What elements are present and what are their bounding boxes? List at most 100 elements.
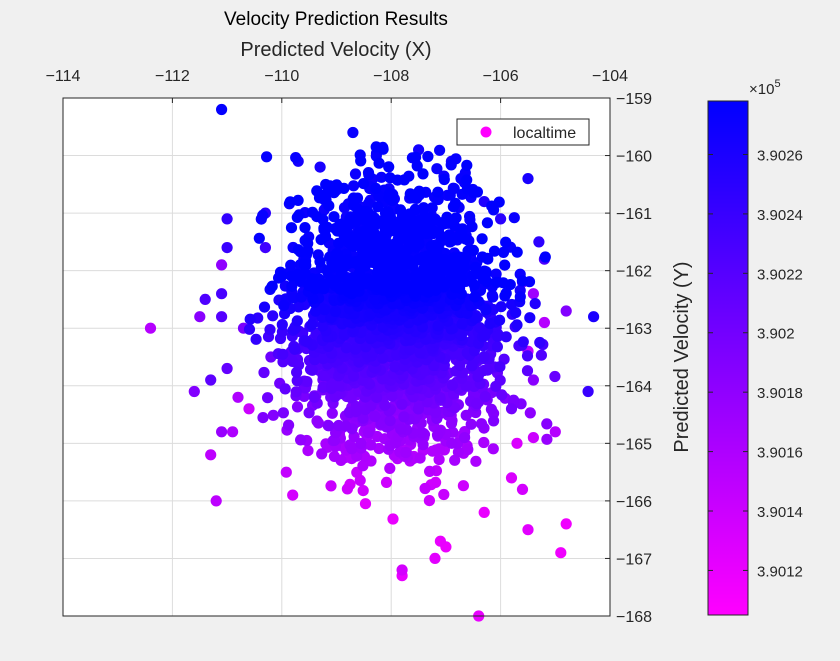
scatter-point bbox=[365, 333, 377, 345]
scatter-point bbox=[365, 400, 377, 412]
scatter-point bbox=[205, 449, 217, 461]
scatter-point bbox=[144, 322, 157, 334]
scatter-point bbox=[384, 415, 396, 427]
scatter-point bbox=[479, 330, 491, 342]
scatter-point bbox=[331, 179, 343, 191]
scatter-point bbox=[438, 173, 450, 186]
x-tick-label: −104 bbox=[592, 68, 628, 85]
y-tick-label: −161 bbox=[616, 206, 652, 223]
scatter-point bbox=[524, 407, 536, 419]
scatter-point bbox=[407, 259, 419, 271]
scatter-point bbox=[383, 161, 395, 173]
scatter-point bbox=[320, 178, 332, 191]
scatter-point bbox=[524, 312, 536, 324]
scatter-point bbox=[485, 403, 497, 415]
scatter-point bbox=[410, 151, 422, 163]
scatter-point bbox=[479, 391, 491, 403]
colorbar-tick-label: 3.9018 bbox=[757, 385, 803, 402]
scatter-point bbox=[511, 437, 523, 449]
scatter-point bbox=[478, 506, 490, 518]
scatter-point bbox=[317, 352, 329, 365]
scatter-point bbox=[456, 318, 468, 330]
scatter-point bbox=[334, 218, 346, 231]
scatter-point bbox=[487, 443, 499, 455]
scatter-point bbox=[199, 293, 211, 305]
scatter-point bbox=[522, 524, 534, 536]
scatter-point bbox=[283, 419, 295, 431]
scatter-point bbox=[417, 439, 429, 451]
scatter-point bbox=[398, 411, 410, 423]
scatter-point bbox=[460, 409, 472, 421]
scatter-point bbox=[371, 391, 383, 403]
scatter-point bbox=[299, 222, 311, 234]
legend[interactable]: localtime bbox=[456, 118, 590, 146]
scatter-point bbox=[504, 279, 516, 291]
scatter-point bbox=[347, 126, 359, 139]
scatter-point bbox=[468, 279, 480, 291]
scatter-point bbox=[276, 319, 288, 331]
y-tick-label: −162 bbox=[616, 264, 652, 281]
scatter-point bbox=[458, 254, 470, 266]
scatter-point bbox=[277, 348, 289, 360]
scatter-point bbox=[460, 233, 472, 245]
scatter-point bbox=[470, 455, 482, 467]
scatter-point bbox=[517, 336, 529, 348]
x-axis-label: Predicted Velocity (X) bbox=[240, 39, 431, 61]
scatter-point bbox=[462, 443, 474, 456]
scatter-point bbox=[494, 314, 506, 326]
colorbar-tick-label: 3.9026 bbox=[757, 147, 803, 164]
scatter-point bbox=[389, 361, 401, 373]
scatter-point bbox=[500, 287, 512, 299]
scatter-point bbox=[313, 192, 326, 204]
scatter-point bbox=[227, 426, 239, 438]
scatter-point bbox=[415, 427, 427, 439]
scatter-point bbox=[277, 407, 289, 419]
scatter-point bbox=[466, 360, 478, 372]
scatter-point bbox=[258, 301, 271, 313]
scatter-point bbox=[278, 300, 290, 312]
scatter-point bbox=[365, 439, 377, 451]
scatter-point bbox=[216, 426, 228, 438]
x-tick-label: −110 bbox=[264, 68, 299, 85]
scatter-point bbox=[471, 398, 483, 410]
scatter-point bbox=[326, 407, 338, 419]
scatter-point bbox=[430, 246, 442, 258]
scatter-point bbox=[267, 310, 279, 322]
scatter-point bbox=[426, 202, 438, 214]
scatter-point bbox=[487, 291, 499, 303]
colorbar-tick-label: 3.9022 bbox=[757, 266, 803, 283]
scatter-point bbox=[392, 274, 404, 286]
scatter-point bbox=[445, 159, 457, 171]
scatter-points bbox=[144, 103, 600, 622]
scatter-point bbox=[221, 242, 233, 254]
scatter-point bbox=[429, 407, 442, 419]
scatter-point bbox=[434, 535, 446, 547]
scatter-point bbox=[394, 204, 407, 216]
scatter-point bbox=[491, 341, 503, 353]
scatter-point bbox=[363, 169, 375, 181]
scatter-point bbox=[490, 380, 502, 392]
scatter-point bbox=[303, 407, 315, 419]
y-ticks: −159 −160 −161 −162 −163 −164 −165 −166 −167 −168 bbox=[605, 91, 652, 626]
scatter-point bbox=[423, 495, 435, 507]
scatter-point bbox=[427, 226, 439, 238]
scatter-point bbox=[414, 347, 426, 359]
scatter-point bbox=[384, 462, 396, 474]
scatter-point bbox=[306, 319, 318, 331]
scatter-point bbox=[306, 364, 318, 376]
scatter-point bbox=[511, 246, 523, 258]
scatter-point bbox=[486, 200, 498, 212]
legend-box bbox=[456, 118, 590, 146]
y-tick-label: −159 bbox=[616, 91, 652, 108]
scatter-point bbox=[314, 161, 326, 173]
scatter-point bbox=[446, 268, 458, 280]
y-tick-label: −160 bbox=[616, 149, 652, 166]
scatter-point bbox=[362, 234, 374, 246]
scatter-point bbox=[396, 398, 408, 410]
scatter-point bbox=[438, 488, 450, 501]
scatter-point bbox=[386, 390, 398, 402]
scatter-point bbox=[417, 168, 429, 180]
scatter-point bbox=[286, 355, 299, 367]
scatter-point bbox=[500, 236, 512, 248]
scatter-point bbox=[464, 210, 476, 223]
